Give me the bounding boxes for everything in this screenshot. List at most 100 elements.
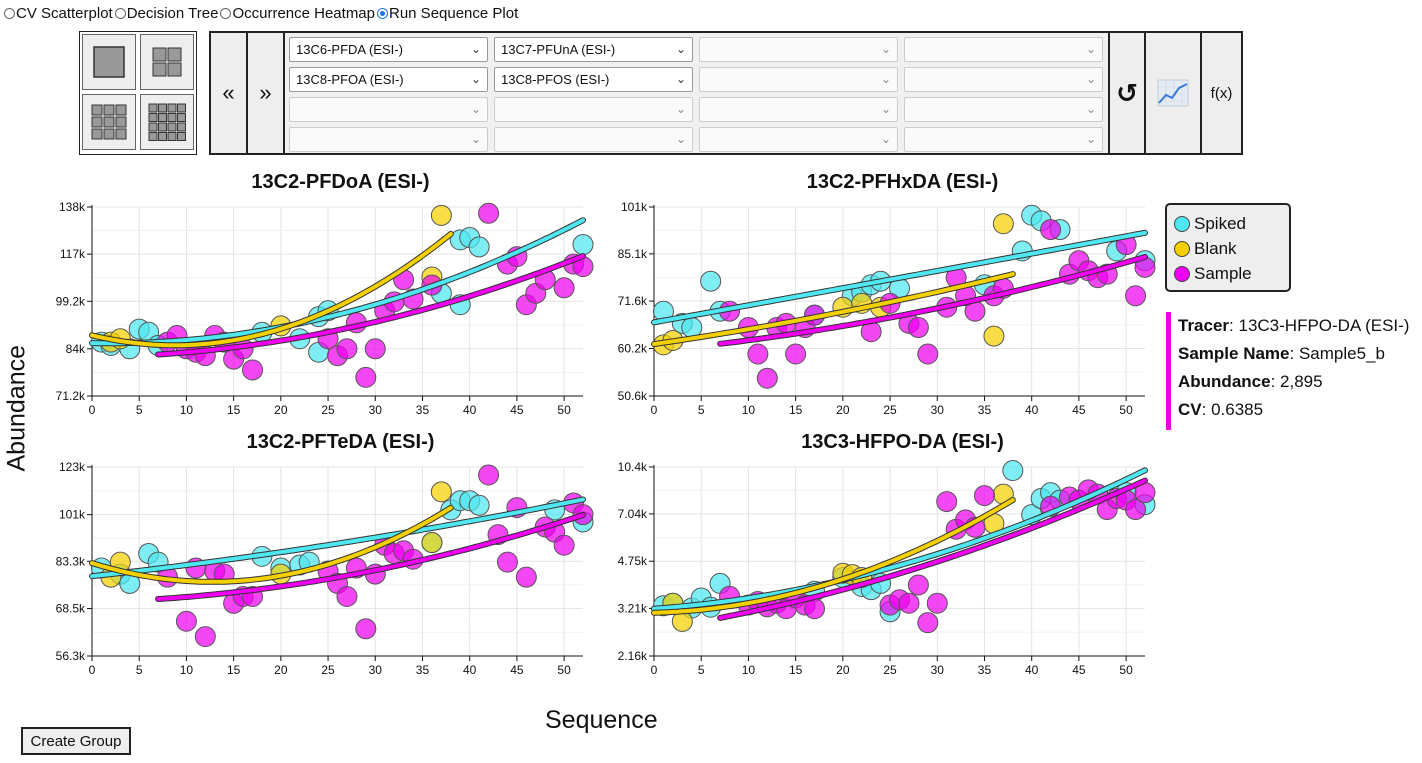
- data-point-sample[interactable]: [515, 294, 537, 316]
- tracer-select-r2-c2[interactable]: 13C8-PFOS (ESI-) ⌄: [494, 67, 693, 92]
- data-point-sample[interactable]: [402, 288, 424, 310]
- data-point-sample[interactable]: [563, 492, 585, 514]
- data-point-sample[interactable]: [983, 285, 1005, 307]
- data-point-sample[interactable]: [785, 587, 807, 609]
- data-point-sample[interactable]: [756, 596, 778, 618]
- data-point-blank[interactable]: [421, 266, 443, 288]
- data-point-sample[interactable]: [907, 317, 929, 339]
- data-point-sample[interactable]: [898, 592, 920, 614]
- layout-3x3-button[interactable]: [82, 94, 136, 150]
- data-point-spiked[interactable]: [251, 321, 273, 343]
- data-point-sample[interactable]: [572, 504, 594, 526]
- data-point-blank[interactable]: [992, 483, 1014, 505]
- data-point-sample[interactable]: [992, 277, 1014, 299]
- data-point-spiked[interactable]: [308, 306, 330, 328]
- data-point-sample[interactable]: [393, 540, 415, 562]
- data-point-spiked[interactable]: [430, 282, 452, 304]
- data-point-spiked[interactable]: [681, 597, 703, 619]
- data-point-spiked[interactable]: [572, 234, 594, 256]
- data-point-blank[interactable]: [100, 331, 122, 353]
- data-point-sample[interactable]: [185, 557, 207, 579]
- data-point-spiked[interactable]: [251, 545, 273, 567]
- data-point-sample[interactable]: [1040, 495, 1062, 517]
- data-point-sample[interactable]: [364, 338, 386, 360]
- data-point-sample[interactable]: [775, 312, 797, 334]
- prev-page-button[interactable]: «: [211, 33, 248, 153]
- data-point-spiked[interactable]: [119, 572, 141, 594]
- data-point-spiked[interactable]: [468, 494, 490, 516]
- data-point-blank[interactable]: [270, 563, 292, 585]
- data-point-spiked[interactable]: [289, 554, 311, 576]
- data-point-spiked[interactable]: [860, 579, 882, 601]
- data-point-spiked[interactable]: [652, 300, 674, 322]
- data-point-sample[interactable]: [525, 282, 547, 304]
- radio-run-sequence-plot[interactable]: Run Sequence Plot: [377, 5, 518, 22]
- layout-4x4-button[interactable]: [140, 94, 194, 150]
- layout-2x2-button[interactable]: [140, 34, 194, 90]
- data-point-sample[interactable]: [534, 269, 556, 291]
- data-point-sample[interactable]: [766, 317, 788, 339]
- data-point-spiked[interactable]: [90, 557, 112, 579]
- data-point-sample[interactable]: [327, 345, 348, 367]
- data-point-spiked[interactable]: [690, 587, 712, 609]
- data-point-sample[interactable]: [421, 274, 443, 296]
- data-point-spiked[interactable]: [1106, 240, 1128, 262]
- data-point-spiked[interactable]: [804, 304, 826, 326]
- data-point-sample[interactable]: [917, 612, 939, 634]
- data-point-spiked[interactable]: [544, 499, 566, 521]
- radio-dot[interactable]: [114, 8, 126, 19]
- data-point-blank[interactable]: [109, 328, 131, 350]
- data-point-blank[interactable]: [430, 481, 452, 503]
- data-point-sample[interactable]: [860, 321, 882, 343]
- data-point-spiked[interactable]: [138, 543, 160, 565]
- data-point-blank[interactable]: [841, 564, 863, 586]
- data-point-blank[interactable]: [270, 315, 292, 337]
- data-point-spiked[interactable]: [709, 300, 731, 322]
- fx-button[interactable]: f(x): [1202, 33, 1241, 153]
- data-point-spiked[interactable]: [459, 227, 481, 249]
- data-point-sample[interactable]: [936, 491, 958, 513]
- data-point-spiked[interactable]: [449, 490, 471, 512]
- data-point-sample[interactable]: [889, 589, 910, 611]
- data-point-sample[interactable]: [804, 598, 826, 620]
- data-point-spiked[interactable]: [709, 572, 731, 594]
- data-point-blank[interactable]: [421, 532, 443, 554]
- data-point-sample[interactable]: [1068, 489, 1090, 511]
- data-point-spiked[interactable]: [841, 285, 863, 307]
- data-point-spiked[interactable]: [1049, 219, 1071, 241]
- data-point-sample[interactable]: [1077, 260, 1099, 282]
- data-point-blank[interactable]: [851, 292, 873, 314]
- data-point-spiked[interactable]: [889, 277, 910, 299]
- data-point-sample[interactable]: [737, 594, 759, 616]
- data-point-sample[interactable]: [175, 338, 197, 360]
- data-point-spiked[interactable]: [298, 551, 320, 573]
- tracer-select-r3-c2[interactable]: ⌄: [494, 97, 693, 122]
- data-point-spiked[interactable]: [459, 490, 481, 512]
- data-point-spiked[interactable]: [662, 592, 684, 614]
- data-point-sample[interactable]: [317, 328, 339, 350]
- data-point-sample[interactable]: [1106, 488, 1128, 510]
- data-point-sample[interactable]: [907, 574, 929, 596]
- radio-dot[interactable]: [377, 8, 388, 19]
- data-point-sample[interactable]: [785, 343, 807, 365]
- data-point-sample[interactable]: [1077, 479, 1099, 501]
- data-point-spiked[interactable]: [128, 318, 150, 340]
- data-point-sample[interactable]: [506, 246, 528, 268]
- data-point-sample[interactable]: [945, 267, 967, 289]
- data-point-sample[interactable]: [194, 626, 216, 648]
- tracer-select-r3-c3[interactable]: ⌄: [699, 97, 898, 122]
- data-point-spiked[interactable]: [449, 229, 471, 251]
- data-point-spiked[interactable]: [681, 317, 703, 339]
- data-point-sample[interactable]: [383, 543, 405, 565]
- data-point-sample[interactable]: [1125, 285, 1147, 307]
- data-point-blank[interactable]: [983, 513, 1005, 535]
- data-point-sample[interactable]: [1115, 234, 1137, 256]
- data-point-sample[interactable]: [747, 590, 769, 612]
- data-point-spiked[interactable]: [1115, 482, 1137, 504]
- data-point-sample[interactable]: [374, 534, 396, 556]
- data-point-spiked[interactable]: [804, 580, 826, 602]
- data-point-sample[interactable]: [336, 586, 358, 608]
- data-point-sample[interactable]: [794, 594, 816, 616]
- data-point-sample[interactable]: [355, 366, 377, 388]
- data-point-spiked[interactable]: [851, 281, 873, 303]
